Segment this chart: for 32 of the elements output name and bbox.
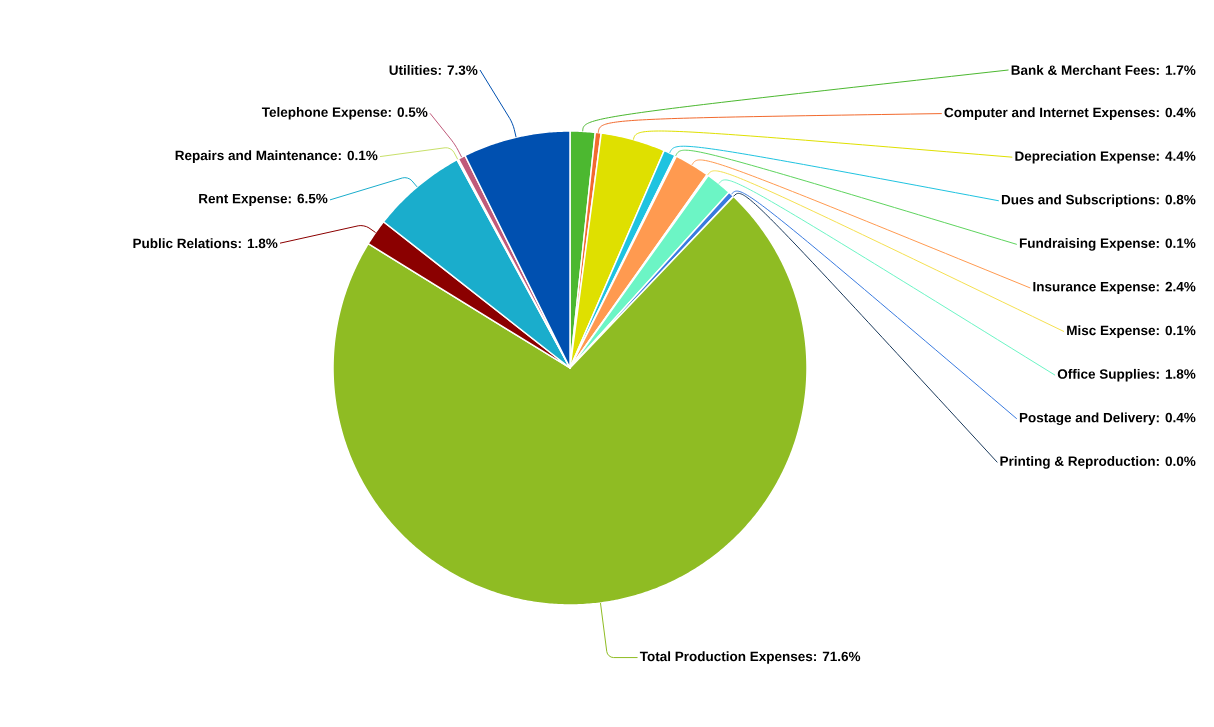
slice-label: Dues and Subscriptions xyxy=(1001,194,1155,208)
slice-label: Repairs and Maintenance xyxy=(175,150,338,163)
slice-label: Postage and Delivery xyxy=(1019,412,1156,426)
slice-label: Insurance Expense xyxy=(1033,282,1156,295)
slice-label: Computer and Internet Expenses xyxy=(944,107,1155,120)
data-label: : 7.3% xyxy=(438,65,478,75)
slice-label: Depreciation Expense xyxy=(1015,150,1156,164)
data-label: : 0.4% xyxy=(1156,107,1196,118)
data-label: : 1.8% xyxy=(238,238,278,249)
slice-label: Utilities xyxy=(389,65,437,75)
slice-label: Rent Expense xyxy=(199,193,288,207)
category-label: Printing & Reproduction xyxy=(1000,456,1155,469)
slice-label: Misc Expense xyxy=(1067,325,1156,338)
text: : 0.0% xyxy=(1156,456,1196,466)
data-label: : 0.1% xyxy=(1156,238,1196,248)
slice-label: Telephone Expense xyxy=(261,106,388,120)
data-label: : 0.8% xyxy=(1156,194,1196,205)
data-label: : 6.5% xyxy=(288,193,328,204)
data-label: : 0.1% xyxy=(1156,325,1196,336)
data-label: : 1.7% xyxy=(1156,65,1196,75)
slice-label: Fundraising Expense xyxy=(1019,238,1156,251)
data-label: : 4.4% xyxy=(1156,151,1196,161)
slice-label: Total Production Expenses xyxy=(639,651,813,664)
data-label: : 0.5% xyxy=(388,107,428,117)
data-label: : 0.1% xyxy=(338,150,378,161)
data-label: : 71.6% xyxy=(814,651,861,662)
data-label: : 2.4% xyxy=(1156,281,1196,292)
data-label: : 0.4% xyxy=(1156,412,1196,423)
slice-label: Public Relations xyxy=(133,238,237,249)
slice-label: Bank & Merchant Fees xyxy=(1011,65,1155,75)
data-label: : 1.8% xyxy=(1156,369,1196,379)
slice-label: Office Supplies xyxy=(1057,368,1155,382)
